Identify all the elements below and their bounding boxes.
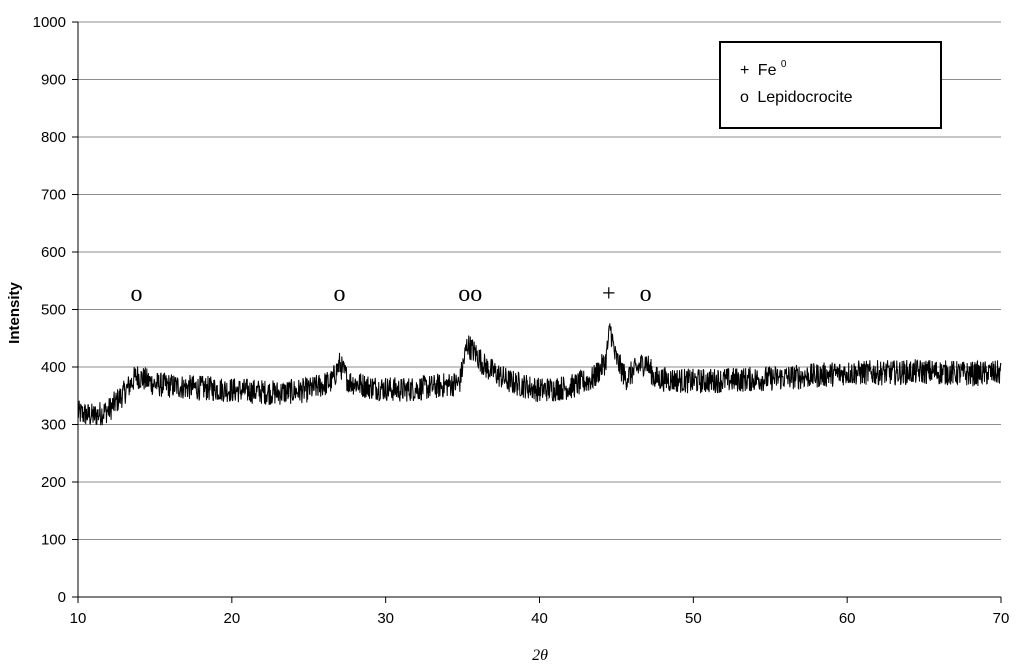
legend-label-fe: Fe <box>758 62 777 79</box>
y-tick-label: 200 <box>41 474 66 491</box>
y-tick-label: 700 <box>41 187 66 204</box>
series-line <box>77 323 1002 426</box>
y-axis-title: Intensity <box>6 282 23 344</box>
peak-marker-lepidocrocite: o <box>130 281 142 307</box>
x-axis-title: 2θ <box>532 647 548 664</box>
peak-marker-lepidocrocite: o <box>334 281 346 307</box>
y-tick-label: 800 <box>41 129 66 146</box>
y-tick-label: 100 <box>41 532 66 549</box>
y-tick-label: 900 <box>41 72 66 89</box>
peak-marker-lepidocrocite: oo <box>458 281 482 307</box>
x-tick-label: 50 <box>685 610 702 627</box>
y-tick-label: 300 <box>41 417 66 434</box>
x-tick-label: 70 <box>993 610 1010 627</box>
x-tick-label: 30 <box>377 610 394 627</box>
gridlines <box>78 21 1001 540</box>
peak-markers: o o oo + o <box>130 281 651 307</box>
peak-marker-lepidocrocite: o <box>640 281 652 307</box>
legend-box <box>719 41 942 129</box>
x-axis-ticks: 10 20 30 40 50 60 70 <box>70 597 1010 627</box>
y-tick-label: 500 <box>41 302 66 319</box>
legend-superscript: 0 <box>781 59 787 70</box>
y-tick-label: 600 <box>41 244 66 261</box>
y-tick-label: 1000 <box>33 14 66 31</box>
x-tick-label: 60 <box>839 610 856 627</box>
x-tick-label: 10 <box>70 610 87 627</box>
legend-entry-fe: + Fe 0 <box>740 59 787 79</box>
legend-symbol-circle: o <box>740 89 749 106</box>
legend-symbol-plus: + <box>740 62 749 79</box>
x-tick-label: 20 <box>223 610 240 627</box>
legend-entry-lepidocrocite: o Lepidocrocite <box>740 89 853 106</box>
x-tick-label: 40 <box>531 610 548 627</box>
y-tick-label: 0 <box>58 589 66 606</box>
legend: + Fe 0 o Lepidocrocite <box>719 41 942 129</box>
y-tick-label: 400 <box>41 359 66 376</box>
legend-label-lepidocrocite: Lepidocrocite <box>757 89 852 106</box>
peak-marker-fe: + <box>602 281 616 307</box>
y-axis-ticks: 0 100 200 300 400 500 600 700 800 900 1000 <box>33 14 78 606</box>
